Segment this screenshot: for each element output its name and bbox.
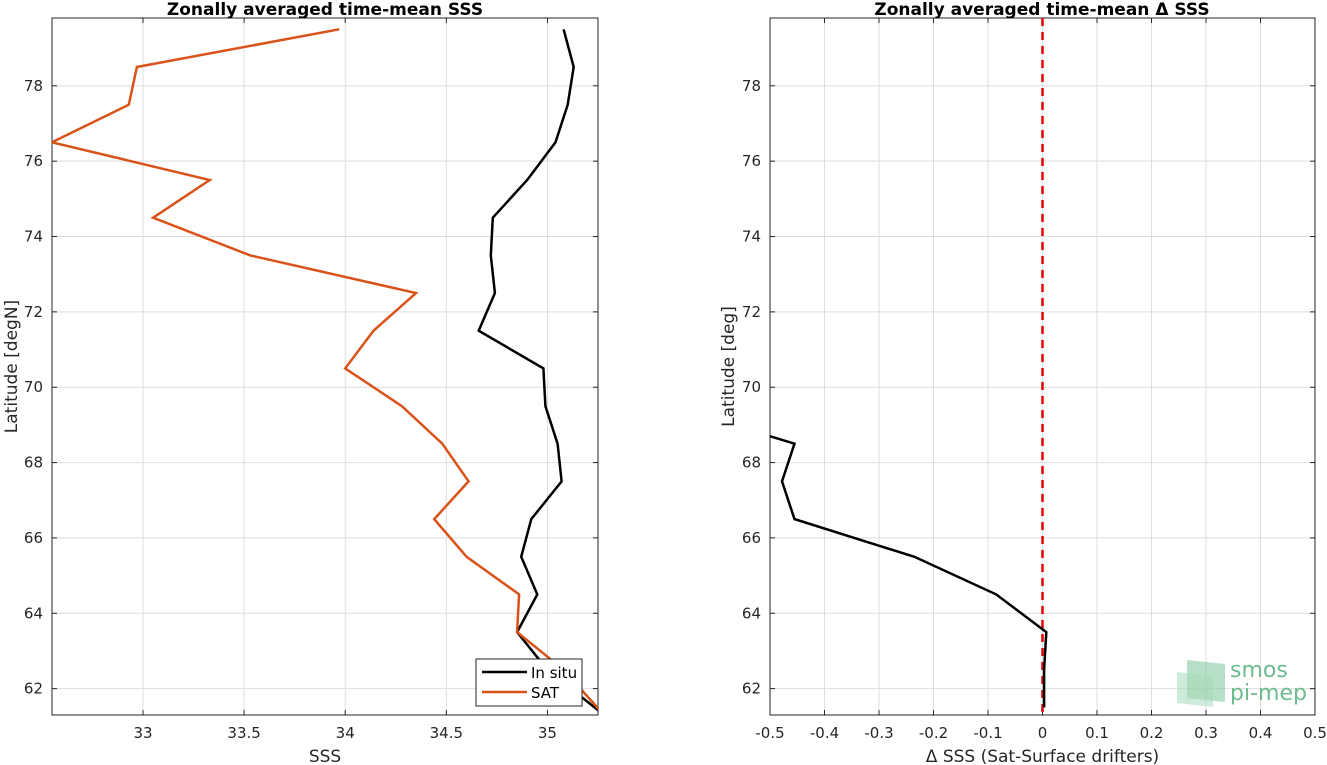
series-line-sat <box>52 28 598 711</box>
x-tick-label: -0.2 <box>919 724 948 742</box>
x-tick-label: -0.1 <box>973 724 1002 742</box>
x-tick-label: 0.3 <box>1194 724 1218 742</box>
logo-text-smos: smos <box>1230 658 1288 683</box>
y-tick-label: 62 <box>24 680 43 698</box>
series-line-in-situ <box>477 28 598 712</box>
y-tick-label: 70 <box>24 378 43 396</box>
chart-title: Zonally averaged time-mean SSS <box>167 0 483 20</box>
logo-wave-shape-2 <box>1177 672 1213 707</box>
x-axis-label: SSS <box>309 747 341 765</box>
legend-box <box>475 658 583 707</box>
y-tick-label: 64 <box>24 604 43 622</box>
y-tick-label: 72 <box>742 303 761 321</box>
y-tick-label: 78 <box>24 77 43 95</box>
y-tick-label: 76 <box>742 152 761 170</box>
x-tick-label: 34 <box>336 724 355 742</box>
x-tick-label: 0.4 <box>1249 724 1273 742</box>
x-tick-label: -0.4 <box>810 724 839 742</box>
y-tick-label: 66 <box>24 529 43 547</box>
y-tick-label: 64 <box>742 604 761 622</box>
chart-title: Zonally averaged time-mean Δ SSS <box>874 0 1209 20</box>
panel-right-delta-sss: -0.5 -0.4 -0.3 -0.2 -0.1 0 0.1 0.2 0.3 0.4 0.5 62 64… <box>719 0 1327 765</box>
y-tick-label: 74 <box>742 228 761 246</box>
y-tick-label: 62 <box>742 680 761 698</box>
smos-pi-mep-logo: smos pi-mep <box>1177 658 1307 707</box>
y-axis-label: Latitude [degN] <box>2 300 22 433</box>
y-tick-label: 78 <box>742 77 761 95</box>
x-tick-label: -0.5 <box>755 724 784 742</box>
y-tick-label: 68 <box>742 454 761 472</box>
x-tick-label: 0 <box>1038 724 1048 742</box>
y-tick-label: 66 <box>742 529 761 547</box>
series-line-delta-sss <box>770 435 1048 708</box>
x-tick-label: 33.5 <box>227 724 260 742</box>
panel-left-sss: 33 33.5 34 34.5 35 62 64 66 68 70 72 74 76 78 Zonally … <box>2 0 599 765</box>
y-tick-label: 68 <box>24 454 43 472</box>
y-tick-label: 72 <box>24 303 43 321</box>
legend-label-sat: SAT <box>531 684 560 702</box>
x-tick-label: 0.1 <box>1085 724 1109 742</box>
x-tick-label: 35 <box>538 724 557 742</box>
y-axis-label: Latitude [deg] <box>719 306 739 427</box>
x-tick-label: -0.3 <box>864 724 893 742</box>
x-tick-label: 0.2 <box>1140 724 1164 742</box>
y-tick-label: 76 <box>24 152 43 170</box>
x-tick-label: 0.5 <box>1303 724 1327 742</box>
x-axis-label: Δ SSS (Sat-Surface drifters) <box>926 747 1159 765</box>
x-tick-label: 33 <box>133 724 152 742</box>
logo-text-pi-mep: pi-mep <box>1230 681 1307 706</box>
legend: In situ SAT <box>475 658 583 707</box>
plot-frame <box>51 17 599 716</box>
legend-label-in-situ: In situ <box>531 664 577 682</box>
y-tick-label: 70 <box>742 378 761 396</box>
x-tick-label: 34.5 <box>430 724 463 742</box>
y-tick-label: 74 <box>24 228 43 246</box>
